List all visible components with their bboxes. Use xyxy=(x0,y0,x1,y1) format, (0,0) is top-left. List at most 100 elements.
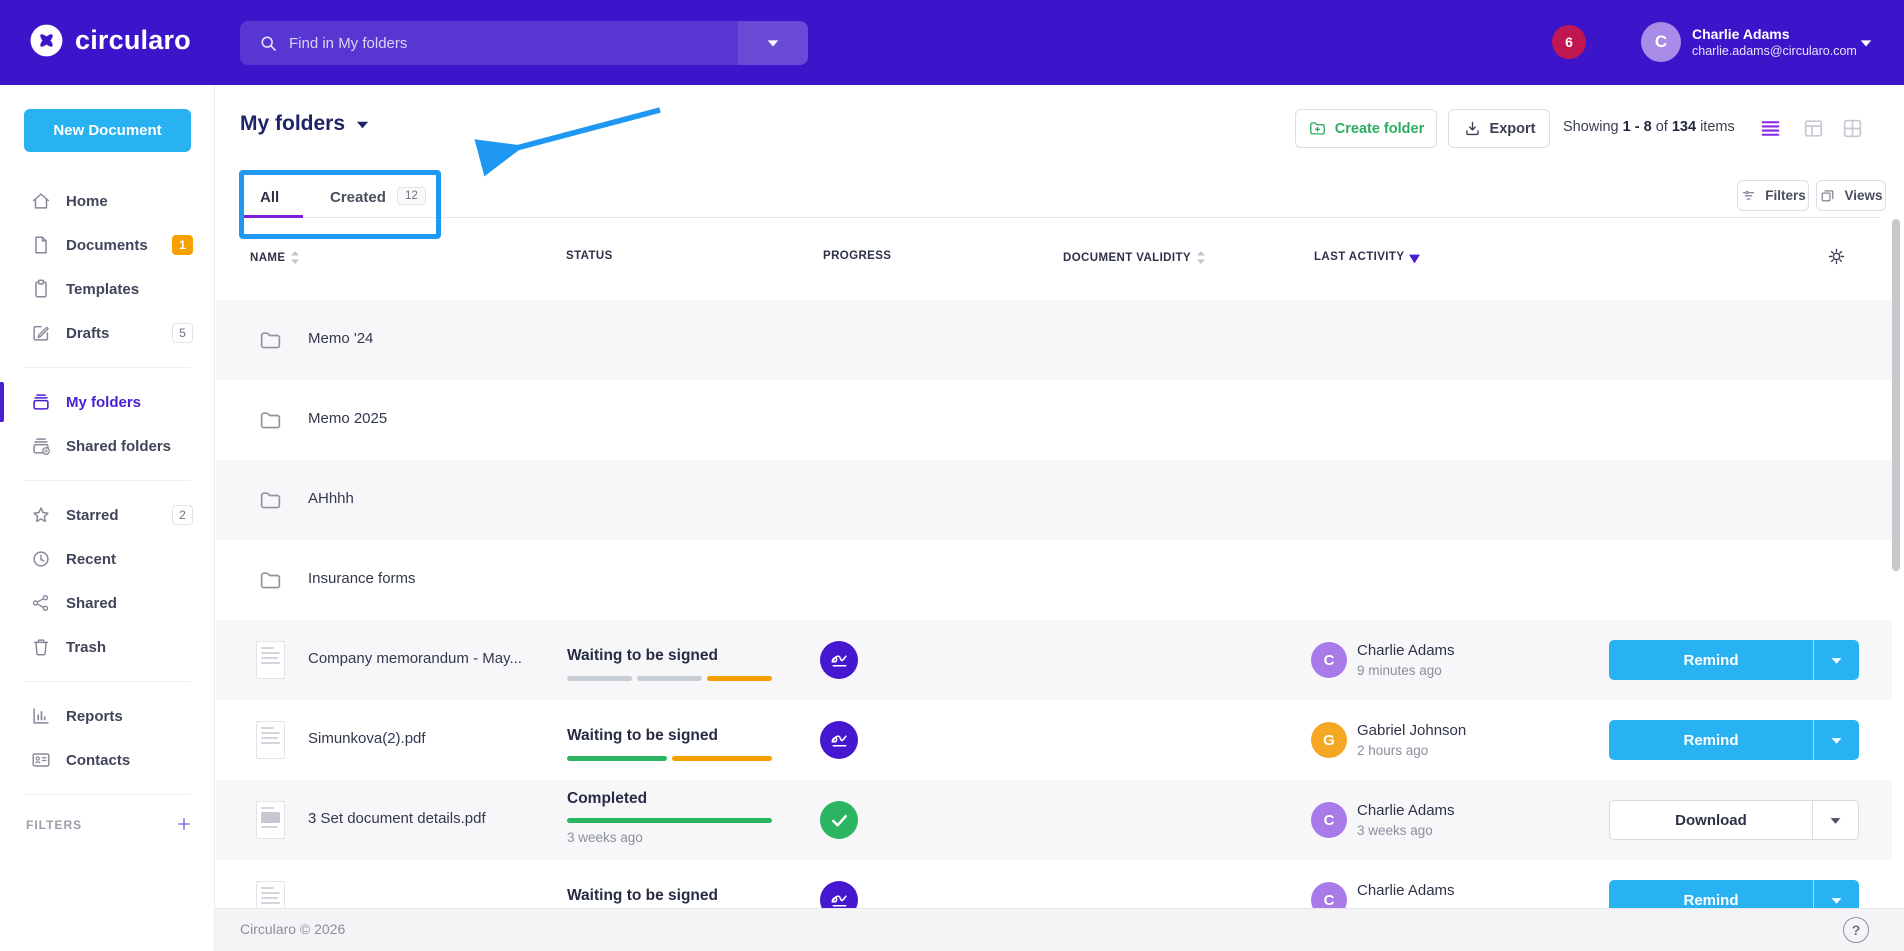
tabs-baseline xyxy=(240,217,1880,218)
avatar: G xyxy=(1311,722,1347,758)
report-icon xyxy=(30,705,52,727)
action-dropdown-caret[interactable] xyxy=(1813,720,1859,760)
action-dropdown-caret[interactable] xyxy=(1812,801,1858,839)
notification-badge[interactable]: 6 xyxy=(1552,25,1586,59)
sort-icon xyxy=(290,250,300,265)
trash-icon xyxy=(30,636,52,658)
help-button[interactable]: ? xyxy=(1843,917,1869,943)
column-header-name[interactable]: NAME xyxy=(250,250,300,265)
sidebar-item-drafts[interactable]: Drafts 5 xyxy=(0,311,215,355)
document-name[interactable]: 3 Set document details.pdf xyxy=(308,810,486,827)
table-row-document[interactable]: 3 Set document details.pdf Completed 3 w… xyxy=(216,780,1892,860)
download-button[interactable]: Download xyxy=(1609,800,1859,840)
sidebar-item-shared-folders[interactable]: Shared folders xyxy=(0,424,215,468)
status-time: 3 weeks ago xyxy=(567,830,643,845)
document-thumbnail-icon xyxy=(256,641,285,679)
sidebar-item-shared[interactable]: Shared xyxy=(0,581,215,625)
folder-icon xyxy=(258,328,283,358)
sidebar-item-contacts[interactable]: Contacts xyxy=(0,738,215,782)
folder-name[interactable]: Memo '24 xyxy=(308,330,373,347)
chevron-down-icon xyxy=(1829,734,1844,747)
remind-button[interactable]: Remind xyxy=(1609,640,1859,680)
column-header-last-activity[interactable]: LAST ACTIVITY xyxy=(1314,250,1420,264)
sidebar-item-home[interactable]: Home xyxy=(0,179,215,223)
sidebar-item-recent[interactable]: Recent xyxy=(0,537,215,581)
status-text: Waiting to be signed xyxy=(567,887,718,905)
table-settings-button[interactable] xyxy=(1826,246,1847,272)
add-filter-button[interactable] xyxy=(175,815,193,838)
search-scope-dropdown[interactable] xyxy=(738,21,808,65)
user-avatar[interactable]: C xyxy=(1641,22,1681,62)
shared-folders-icon xyxy=(30,435,52,457)
table-row-document[interactable]: Simunkova(2).pdf Waiting to be signed G … xyxy=(216,700,1892,780)
search-input[interactable] xyxy=(279,35,738,52)
sidebar-item-my-folders[interactable]: My folders xyxy=(0,380,215,424)
status-text: Waiting to be signed xyxy=(567,647,718,665)
table-view-toggle[interactable] xyxy=(1801,116,1826,141)
avatar: C xyxy=(1311,642,1347,678)
clock-icon xyxy=(30,548,52,570)
created-tab-count-badge: 12 xyxy=(397,187,426,205)
column-header-document-validity[interactable]: DOCUMENT VALIDITY xyxy=(1063,250,1206,265)
user-menu-caret[interactable] xyxy=(1858,36,1874,55)
folder-name[interactable]: AHhhh xyxy=(308,490,354,507)
table-row-folder[interactable]: Memo 2025 xyxy=(216,380,1892,460)
document-name[interactable]: Simunkova(2).pdf xyxy=(308,730,426,747)
sidebar-item-reports[interactable]: Reports xyxy=(0,694,215,738)
remind-button[interactable]: Remind xyxy=(1609,720,1859,760)
chevron-down-icon xyxy=(765,36,781,50)
app-logo[interactable]: circularo xyxy=(28,22,191,59)
sidebar-item-starred[interactable]: Starred 2 xyxy=(0,493,215,537)
action-dropdown-caret[interactable] xyxy=(1813,640,1859,680)
progress-bar xyxy=(567,756,772,761)
new-document-button[interactable]: New Document xyxy=(24,109,191,152)
page-title[interactable]: My folders xyxy=(240,112,371,136)
column-header-progress[interactable]: PROGRESS xyxy=(823,250,891,262)
logo-text: circularo xyxy=(75,25,191,56)
sidebar-item-templates[interactable]: Templates xyxy=(0,267,215,311)
last-activity-time: 2 hours ago xyxy=(1357,743,1428,758)
table-row-document[interactable]: Company memorandum - May... Waiting to b… xyxy=(216,620,1892,700)
grid-view-toggle[interactable] xyxy=(1840,116,1865,141)
contact-icon xyxy=(30,749,52,771)
download-icon xyxy=(1463,119,1482,138)
folder-name[interactable]: Memo 2025 xyxy=(308,410,387,427)
starred-count-badge: 2 xyxy=(172,505,193,525)
grid-view-icon xyxy=(1840,116,1865,141)
table-row-folder[interactable]: Memo '24 xyxy=(216,300,1892,380)
table-view-icon xyxy=(1801,116,1826,141)
table-row-folder[interactable]: AHhhh xyxy=(216,460,1892,540)
scrollbar[interactable] xyxy=(1892,219,1900,571)
signature-progress-icon xyxy=(820,641,858,679)
document-thumbnail-icon xyxy=(256,721,285,759)
sidebar-item-trash[interactable]: Trash xyxy=(0,625,215,669)
search-icon xyxy=(258,33,279,54)
check-progress-icon xyxy=(820,801,858,839)
views-button[interactable]: Views xyxy=(1816,180,1886,211)
divider xyxy=(24,794,191,795)
document-name[interactable]: Company memorandum - May... xyxy=(308,650,522,667)
share-icon xyxy=(30,592,52,614)
tab-all[interactable]: All xyxy=(260,189,279,206)
document-icon xyxy=(30,234,52,256)
folder-name[interactable]: Insurance forms xyxy=(308,570,416,587)
question-mark-icon: ? xyxy=(1852,922,1861,938)
document-thumbnail-icon xyxy=(256,801,285,839)
copyright-text: Circularo © 2026 xyxy=(240,921,345,937)
sidebar: New Document Home Documents 1 Templates … xyxy=(0,85,215,951)
table-row-folder[interactable]: Insurance forms xyxy=(216,540,1892,620)
sidebar-item-documents[interactable]: Documents 1 xyxy=(0,223,215,267)
global-search[interactable] xyxy=(240,21,808,65)
export-button[interactable]: Export xyxy=(1448,109,1550,148)
create-folder-button[interactable]: Create folder xyxy=(1295,109,1437,148)
filters-button[interactable]: Filters xyxy=(1737,180,1809,211)
annotation-arrow xyxy=(455,95,680,180)
list-view-toggle[interactable] xyxy=(1758,116,1783,141)
gear-icon xyxy=(1826,246,1847,267)
column-header-status[interactable]: STATUS xyxy=(566,250,613,262)
divider xyxy=(24,480,191,481)
tab-created[interactable]: Created xyxy=(330,189,386,206)
template-icon xyxy=(30,278,52,300)
top-bar: circularo 6 C Charlie Adams charlie.adam… xyxy=(0,0,1904,85)
sidebar-filters-section: FILTERS xyxy=(0,807,215,843)
